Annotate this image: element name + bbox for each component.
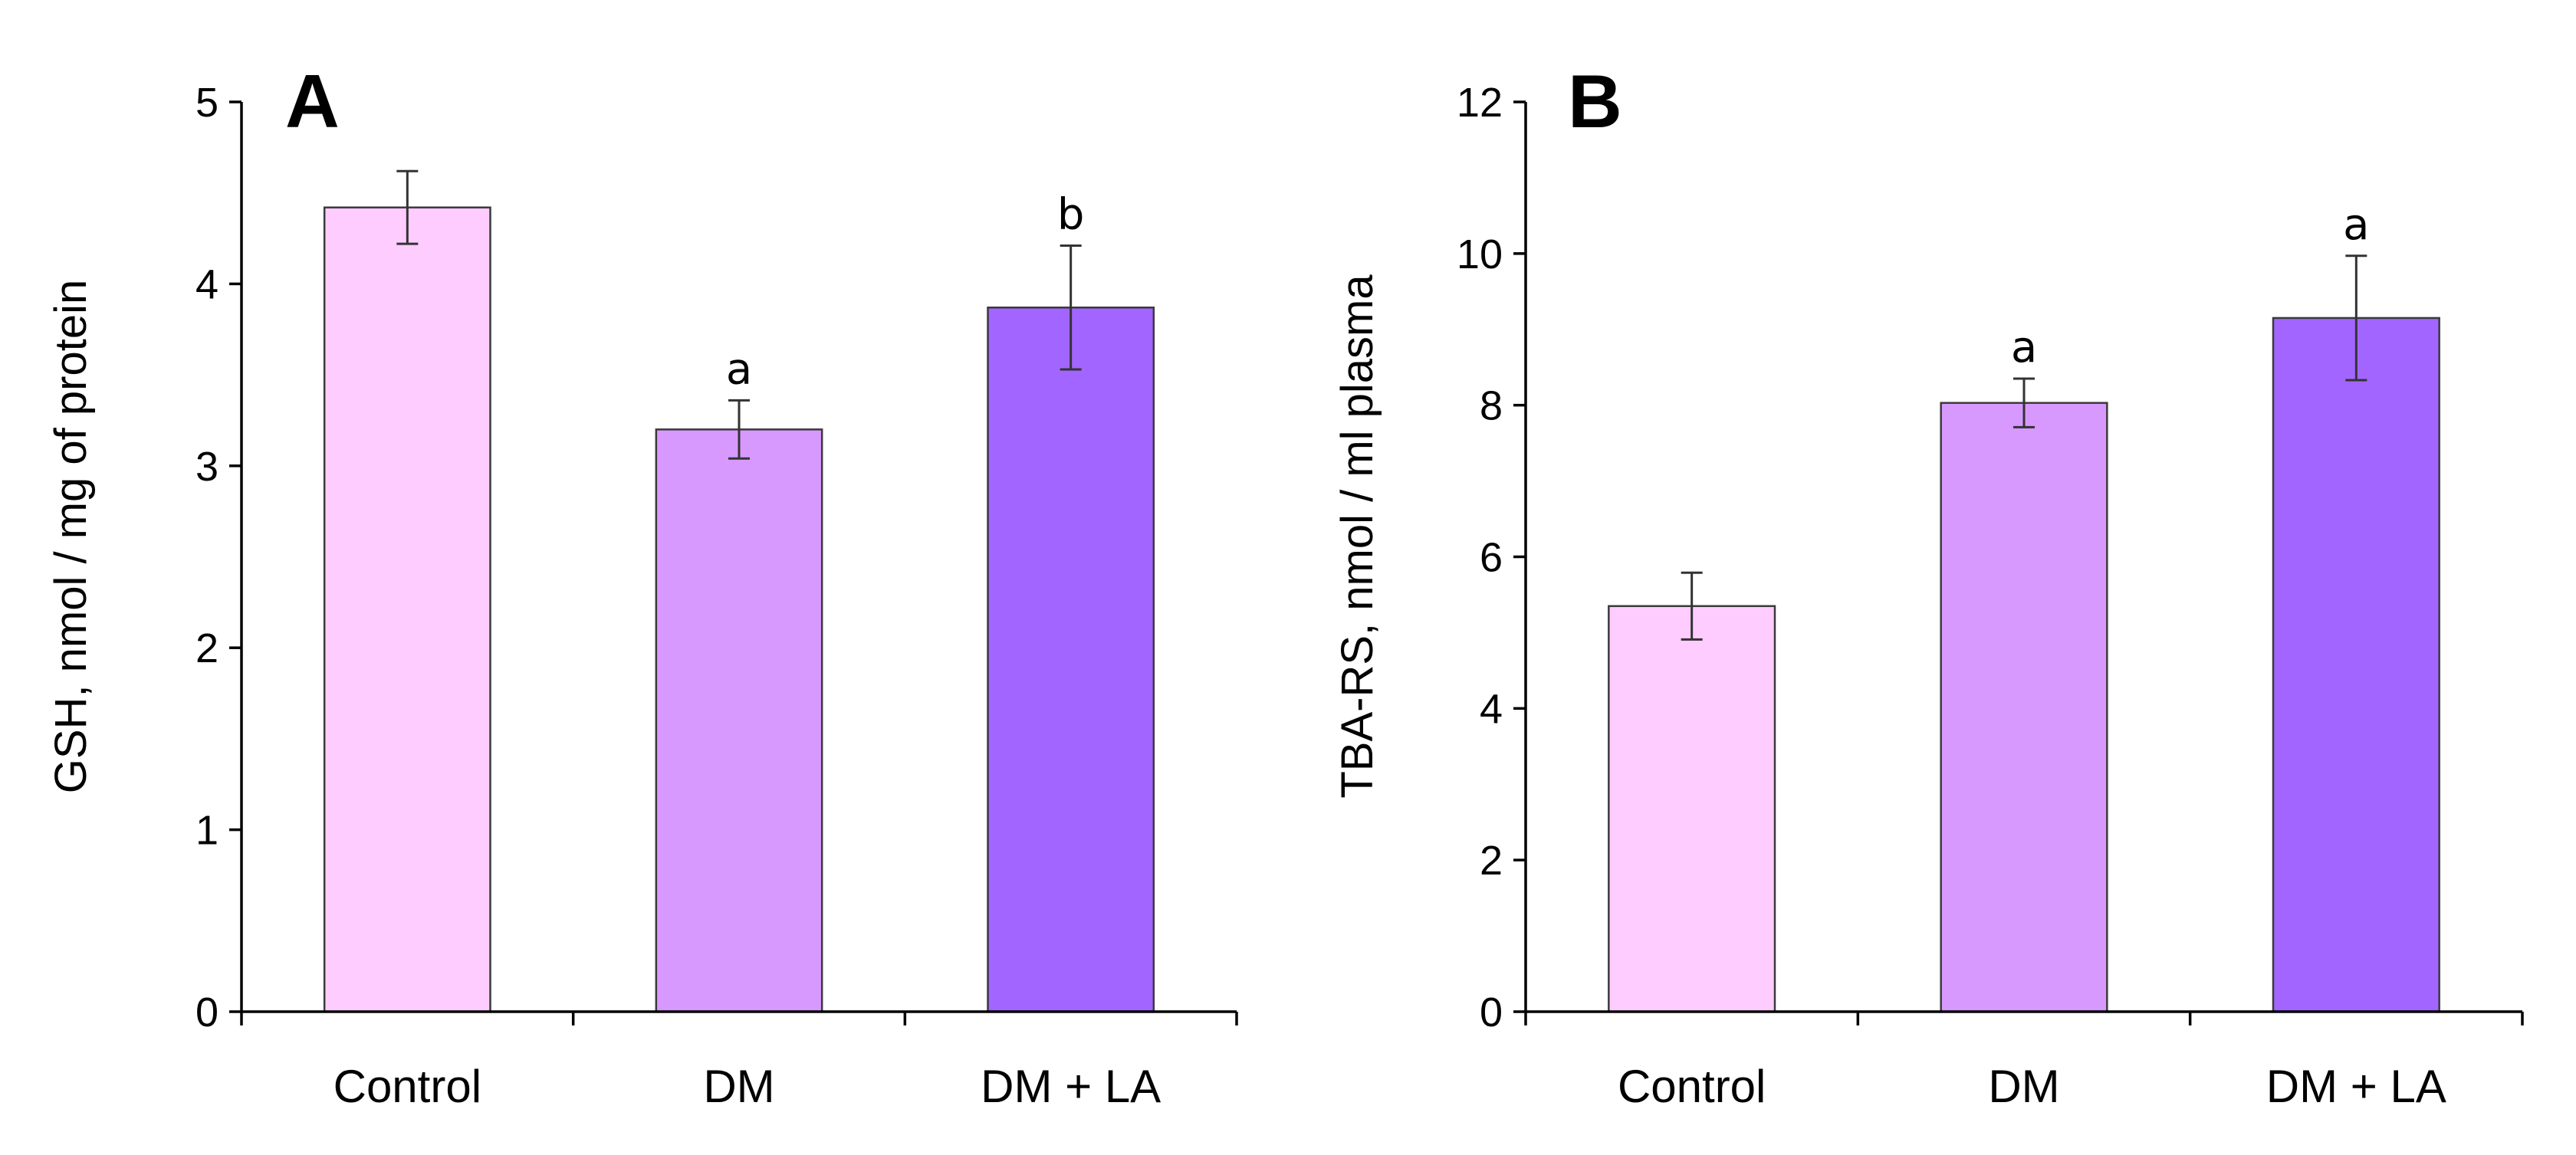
panel-b-bar	[1940, 402, 2108, 1013]
panel-b-category-label: DM + LA	[2266, 1061, 2446, 1112]
panel-a-significance-label: b	[1057, 190, 1085, 240]
panel-a-plot-area: Control a DM b DM + LA 0 1 2 3 4 5	[196, 80, 1238, 1112]
panel-b-plot-area: Control a DM a DM + LA 0 2 4 6 8 10 12	[1457, 80, 2524, 1112]
panel-a-bar	[655, 428, 823, 1013]
panel-b-y-tick-label: 2	[1480, 838, 1503, 884]
panel-a-y-tick-label: 3	[196, 444, 219, 490]
panel-a-significance-label: a	[726, 344, 752, 394]
panel-b-y-tick-label: 10	[1457, 231, 1503, 277]
panel-b: B TBA-RS, nmol / ml plasma Control a DM a DM…	[1332, 59, 2524, 1112]
panel-a-y-axis-title: GSH, nmol / mg of protein	[46, 280, 96, 793]
panel-a-letter: A	[285, 59, 340, 143]
panel-b-significance-label: a	[2011, 323, 2037, 372]
panel-a-y-tick-label: 1	[196, 808, 219, 854]
panel-a-y-tick-label: 0	[196, 989, 219, 1035]
panel-b-y-tick-label: 6	[1480, 535, 1503, 581]
panel-b-bar	[1608, 605, 1776, 1013]
panel-a-y-tick-label: 4	[196, 261, 219, 307]
panel-b-y-tick-label: 12	[1457, 80, 1503, 126]
panel-b-letter: B	[1568, 59, 1622, 143]
panel-b-y-tick-label: 8	[1480, 383, 1503, 429]
panel-b-y-tick-label: 0	[1480, 989, 1503, 1035]
panel-a-category-label: DM	[703, 1061, 774, 1112]
panel-a-y-tick-label: 2	[196, 625, 219, 671]
panel-b-y-axis-title: TBA-RS, nmol / ml plasma	[1332, 274, 1382, 799]
panel-a-bar	[323, 206, 491, 1013]
panel-b-bar	[2272, 317, 2440, 1013]
panel-a-bar	[987, 307, 1155, 1013]
panel-a-category-label: DM + LA	[981, 1061, 1161, 1112]
panel-a-category-label: Control	[334, 1061, 481, 1112]
panel-a: A GSH, nmol / mg of protein Control a DM b D…	[46, 59, 1238, 1112]
panel-b-significance-label: a	[2343, 200, 2369, 250]
panel-b-category-label: DM	[1988, 1061, 2059, 1112]
panel-b-y-tick-label: 4	[1480, 686, 1503, 732]
panel-a-y-tick-label: 5	[196, 80, 219, 126]
panel-b-category-label: Control	[1618, 1061, 1766, 1112]
